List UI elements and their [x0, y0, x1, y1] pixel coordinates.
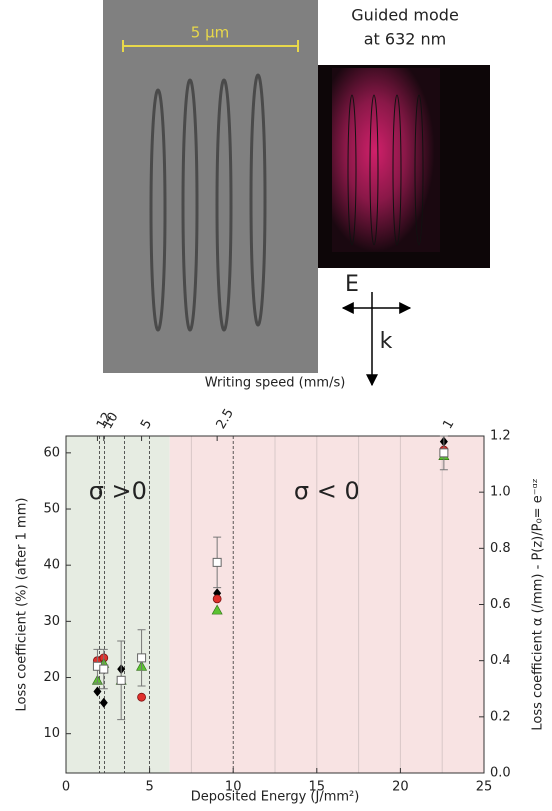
data-point [213, 558, 221, 566]
x2-tick-label: 5 [138, 417, 155, 432]
y2-tick-label: 0.0 [490, 766, 511, 781]
e-label: E [345, 272, 359, 297]
y-tick-label: 10 [43, 726, 60, 741]
region-label: σ < 0 [294, 477, 360, 505]
y2-tick-label: 1.2 [490, 429, 511, 444]
y2-axis-label: Loss coefficient α (/mm) - P(z)/P₀= e⁻ᵅᶻ [531, 478, 546, 730]
scale-label: 5 μm [191, 24, 229, 42]
data-point [117, 676, 125, 684]
y2-tick-label: 0.8 [490, 541, 511, 556]
x-tick-label: 0 [62, 780, 70, 795]
page: 5 μm Guided mode at 632 nm E k σ >0 σ < 0… [0, 0, 552, 811]
y2-tick-label: 0.4 [490, 653, 511, 668]
y-tick-label: 40 [43, 558, 60, 573]
y-tick-label: 20 [43, 670, 60, 685]
region-label: σ >0 [89, 477, 147, 505]
y-axis-label: Loss coefficient (%) (after 1 mm) [15, 498, 30, 712]
data-point [213, 595, 221, 603]
data-point [138, 654, 146, 662]
y-tick-label: 30 [43, 614, 60, 629]
x2-axis-label: Writing speed (mm/s) [205, 376, 346, 391]
x-tick-label: 20 [392, 780, 409, 795]
y-tick-label: 60 [43, 445, 60, 460]
y2-tick-label: 1.0 [490, 485, 511, 500]
data-point [440, 449, 448, 457]
mode-title: at 632 nm [364, 30, 447, 49]
y2-tick-label: 0.2 [490, 709, 511, 724]
data-point [138, 693, 146, 701]
x2-tick-label: 2.5 [214, 406, 237, 431]
mode-title: Guided mode [351, 6, 459, 25]
x-tick-label: 25 [476, 780, 493, 795]
figure: 5 μm Guided mode at 632 nm E k σ >0 σ < 0… [0, 0, 552, 807]
y-tick-label: 50 [43, 502, 60, 517]
data-point [100, 665, 108, 673]
x2-tick-label: 1 [440, 417, 457, 432]
k-label: k [380, 329, 393, 354]
x-axis-label: Deposited Energy (J/mm²) [191, 790, 360, 805]
y2-tick-label: 0.6 [490, 597, 511, 612]
x-tick-label: 5 [145, 780, 153, 795]
sem-image [103, 0, 318, 373]
